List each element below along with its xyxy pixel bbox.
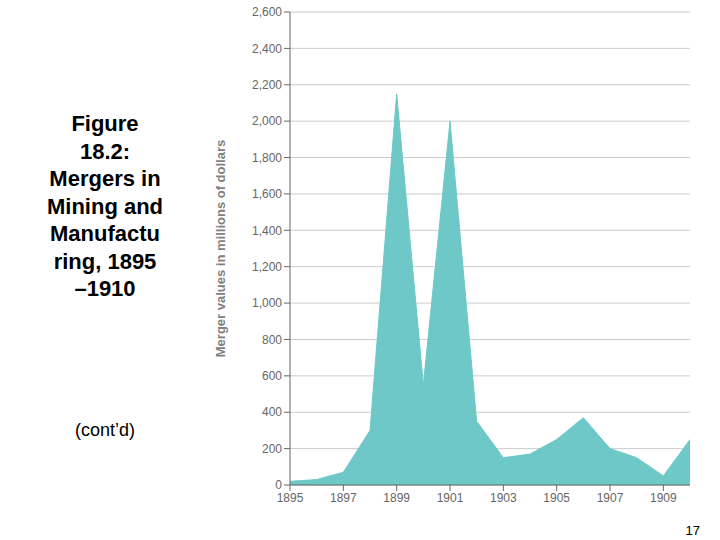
html-text:Mergers in: Mergers in bbox=[49, 166, 161, 191]
svg-text:1,200: 1,200 bbox=[252, 260, 282, 274]
svg-text:1,000: 1,000 bbox=[252, 296, 282, 310]
svg-text:800: 800 bbox=[262, 333, 282, 347]
svg-text:2,200: 2,200 bbox=[252, 78, 282, 92]
svg-text:400: 400 bbox=[262, 405, 282, 419]
html-text:Figure: Figure bbox=[71, 111, 139, 136]
svg-text:Merger values in millions of d: Merger values in millions of dollars bbox=[213, 140, 228, 357]
svg-text:1899: 1899 bbox=[383, 491, 410, 505]
svg-text:1905: 1905 bbox=[543, 491, 570, 505]
svg-text:200: 200 bbox=[262, 442, 282, 456]
html-text:(cont’d): (cont’d) bbox=[75, 420, 135, 440]
svg-text:1,600: 1,600 bbox=[252, 187, 282, 201]
svg-text:1901: 1901 bbox=[437, 491, 464, 505]
svg-text:0: 0 bbox=[275, 478, 282, 492]
svg-text:1,400: 1,400 bbox=[252, 224, 282, 238]
html-text:18.2:: 18.2: bbox=[79, 138, 131, 164]
svg-text:1909: 1909 bbox=[650, 491, 677, 505]
html-text:Mining and: Mining and bbox=[47, 193, 163, 219]
svg-text:2,400: 2,400 bbox=[252, 42, 282, 56]
svg-text:600: 600 bbox=[262, 369, 282, 383]
html-text:17: 17 bbox=[685, 523, 700, 538]
svg-text:1907: 1907 bbox=[597, 491, 624, 505]
svg-text:2,600: 2,600 bbox=[252, 5, 282, 19]
svg-text:1903: 1903 bbox=[490, 491, 517, 505]
svg-text:2,000: 2,000 bbox=[252, 114, 282, 128]
svg-text:1,800: 1,800 bbox=[252, 151, 282, 165]
html-text:ring, 1895: ring, 1895 bbox=[53, 248, 157, 274]
svg-text:1895: 1895 bbox=[277, 491, 304, 505]
svg-text:1897: 1897 bbox=[330, 491, 357, 505]
html-text:–1910: –1910 bbox=[74, 276, 136, 301]
html-text:Manufactu: Manufactu bbox=[50, 221, 160, 246]
